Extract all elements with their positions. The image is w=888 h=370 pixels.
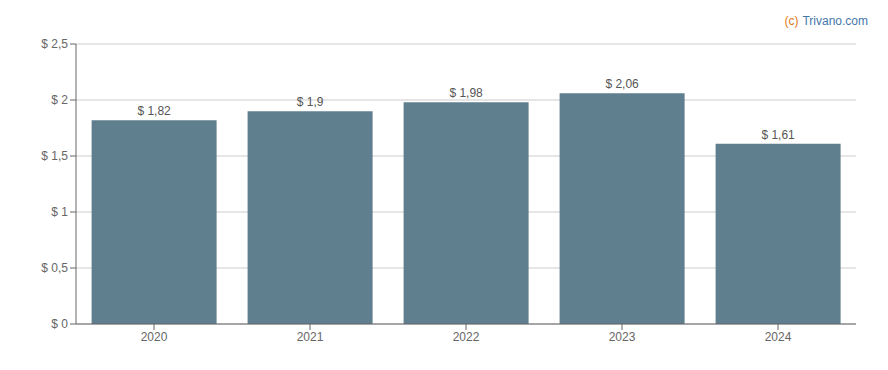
svg-text:2023: 2023	[609, 330, 636, 344]
svg-text:$ 0: $ 0	[51, 317, 68, 331]
svg-text:2020: 2020	[141, 330, 168, 344]
svg-text:2022: 2022	[453, 330, 480, 344]
svg-text:$ 1,98: $ 1,98	[449, 86, 483, 100]
svg-text:$ 1,61: $ 1,61	[761, 128, 795, 142]
svg-text:2024: 2024	[765, 330, 792, 344]
svg-text:$ 1,9: $ 1,9	[297, 95, 324, 109]
svg-text:$ 1,82: $ 1,82	[137, 104, 171, 118]
svg-text:$ 2,06: $ 2,06	[605, 77, 639, 91]
svg-text:$ 2,5: $ 2,5	[41, 37, 68, 51]
html-text:(c) Trivano.com: (c) Trivano.com	[784, 14, 868, 28]
svg-text:$ 2: $ 2	[51, 93, 68, 107]
svg-text:$ 0,5: $ 0,5	[41, 261, 68, 275]
svg-text:$ 1: $ 1	[51, 205, 68, 219]
svg-text:$ 1,5: $ 1,5	[41, 149, 68, 163]
svg-text:2021: 2021	[297, 330, 324, 344]
